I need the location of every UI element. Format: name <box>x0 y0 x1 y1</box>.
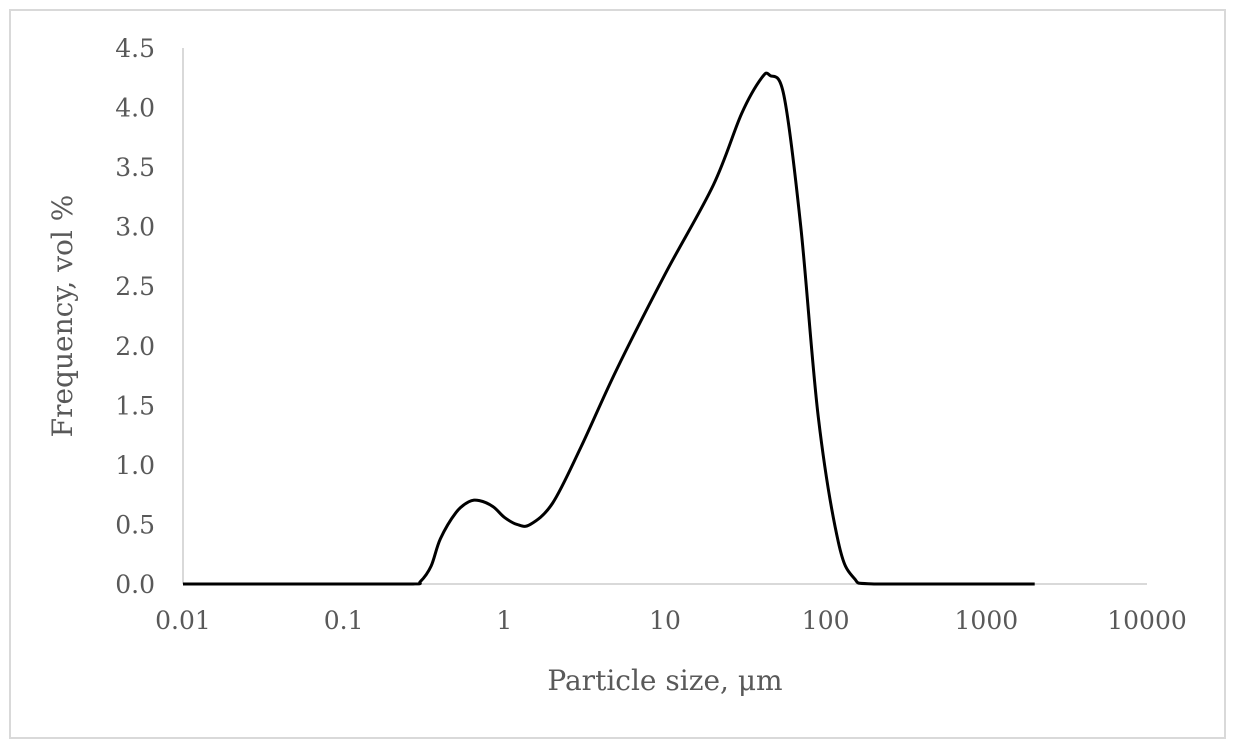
y-tick-label: 1.5 <box>115 391 155 420</box>
y-axis-title: Frequency, vol % <box>46 195 79 438</box>
x-tick-label: 1000 <box>955 606 1019 635</box>
y-tick-label: 0.5 <box>115 510 155 539</box>
series-layer <box>183 71 1035 586</box>
x-tick-label: 0.01 <box>155 606 211 635</box>
y-tick-label: 2.0 <box>115 332 155 361</box>
y-tick-label: 1.0 <box>115 451 155 480</box>
x-tick-label: 100 <box>802 606 850 635</box>
y-tick-label: 0.0 <box>115 570 155 599</box>
y-tick-label: 4.0 <box>115 94 155 123</box>
y-tick-label: 2.5 <box>115 272 155 301</box>
axes <box>182 48 1147 585</box>
y-tick-label: 4.5 <box>115 34 155 63</box>
x-tick-label: 0.1 <box>324 606 364 635</box>
y-tick-label: 3.0 <box>115 213 155 242</box>
x-axis-title: Particle size, μm <box>547 664 782 697</box>
y-tick-label: 3.5 <box>115 153 155 182</box>
x-tick-label: 10000 <box>1107 606 1187 635</box>
x-tick-label: 10 <box>649 606 681 635</box>
chart-frame <box>9 9 1226 739</box>
tick-labels: 0.01 0.1 1 10 100 1000 10000 0.0 0.5 1.0 1.5 2.0 2.5… <box>115 34 1187 635</box>
series-line <box>183 71 1035 586</box>
x-tick-label: 1 <box>496 606 512 635</box>
